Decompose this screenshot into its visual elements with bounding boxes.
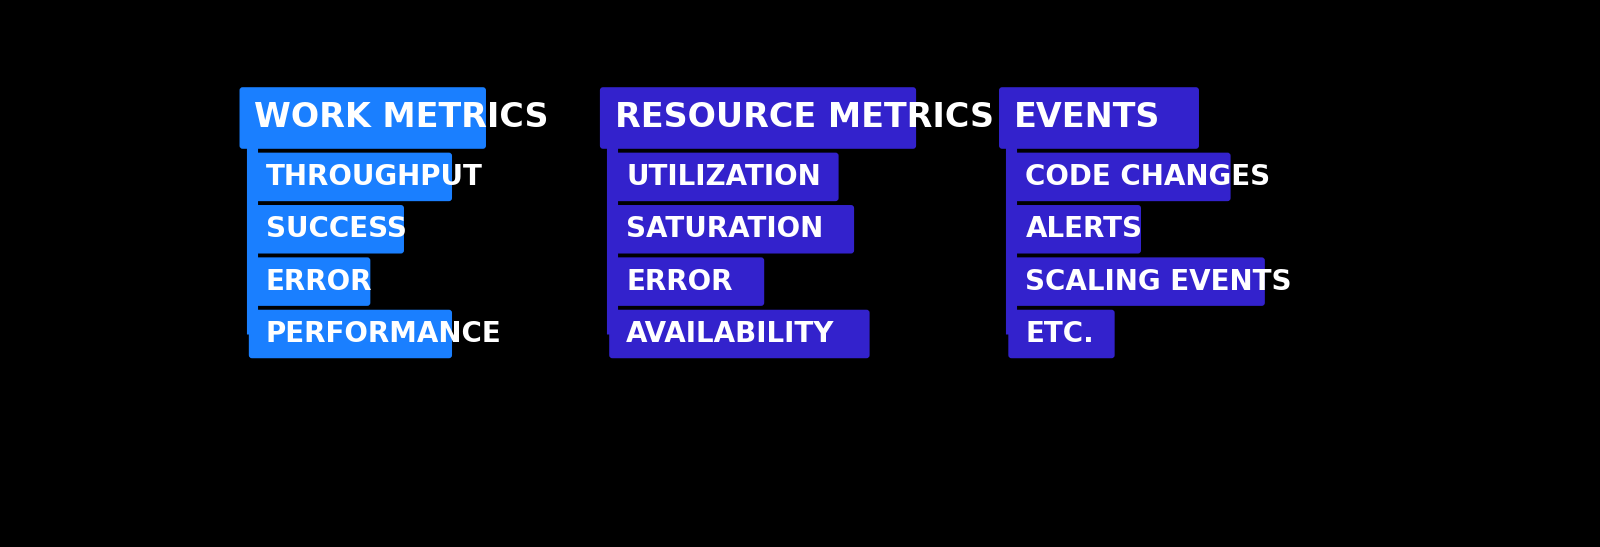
FancyBboxPatch shape xyxy=(250,153,453,201)
FancyBboxPatch shape xyxy=(610,205,854,253)
FancyBboxPatch shape xyxy=(1008,153,1230,201)
Text: WORK METRICS: WORK METRICS xyxy=(254,102,549,135)
FancyBboxPatch shape xyxy=(600,87,917,149)
Text: ETC.: ETC. xyxy=(1026,320,1094,348)
FancyBboxPatch shape xyxy=(240,87,486,149)
FancyBboxPatch shape xyxy=(1008,258,1266,306)
FancyBboxPatch shape xyxy=(250,258,370,306)
Text: UTILIZATION: UTILIZATION xyxy=(626,163,821,191)
Text: ERROR: ERROR xyxy=(626,267,733,295)
Text: SCALING EVENTS: SCALING EVENTS xyxy=(1026,267,1291,295)
Text: ERROR: ERROR xyxy=(266,267,373,295)
FancyBboxPatch shape xyxy=(610,310,870,358)
Text: CODE CHANGES: CODE CHANGES xyxy=(1026,163,1270,191)
FancyBboxPatch shape xyxy=(610,153,838,201)
FancyBboxPatch shape xyxy=(998,87,1198,149)
Text: PERFORMANCE: PERFORMANCE xyxy=(266,320,502,348)
FancyBboxPatch shape xyxy=(250,205,403,253)
Text: AVAILABILITY: AVAILABILITY xyxy=(626,320,835,348)
Text: THROUGHPUT: THROUGHPUT xyxy=(266,163,483,191)
Text: SUCCESS: SUCCESS xyxy=(266,216,406,243)
Text: ALERTS: ALERTS xyxy=(1026,216,1142,243)
FancyBboxPatch shape xyxy=(610,258,765,306)
FancyBboxPatch shape xyxy=(1008,310,1115,358)
Text: SATURATION: SATURATION xyxy=(626,216,824,243)
FancyBboxPatch shape xyxy=(1008,205,1141,253)
Text: EVENTS: EVENTS xyxy=(1014,102,1160,135)
FancyBboxPatch shape xyxy=(250,310,453,358)
Text: RESOURCE METRICS: RESOURCE METRICS xyxy=(614,102,994,135)
